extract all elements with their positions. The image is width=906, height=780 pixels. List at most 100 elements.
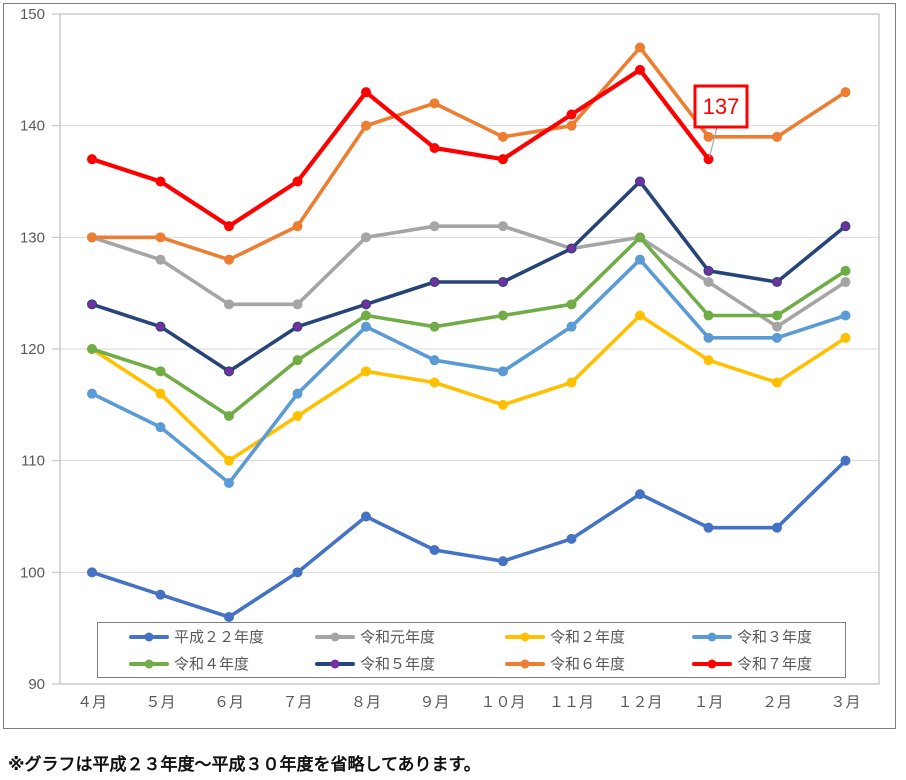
series-line xyxy=(90,45,848,262)
data-point-marker xyxy=(361,310,371,321)
x-tick-label: ４月 xyxy=(77,694,107,711)
data-point-marker xyxy=(224,478,234,488)
legend-marker-icon xyxy=(315,632,355,641)
data-point-marker xyxy=(224,455,234,466)
data-point-marker xyxy=(292,388,303,399)
data-point-marker xyxy=(840,265,851,276)
data-point-marker xyxy=(635,176,645,187)
data-point-marker xyxy=(155,232,166,243)
data-point-marker xyxy=(361,321,371,332)
data-point-marker xyxy=(566,120,577,131)
data-point-marker xyxy=(703,154,714,165)
legend-dot-icon xyxy=(330,632,340,641)
data-point-marker xyxy=(155,321,166,332)
legend-item: 令和２年度 xyxy=(505,626,692,647)
series-line xyxy=(90,224,848,329)
data-point-marker xyxy=(840,221,851,232)
data-point-marker xyxy=(498,277,508,287)
data-point-marker xyxy=(87,232,97,243)
plot-area-border xyxy=(59,13,880,685)
y-tick-label: 90 xyxy=(28,676,45,693)
legend-dot-icon xyxy=(144,632,154,641)
data-point-marker xyxy=(224,299,234,310)
data-point-marker xyxy=(498,310,508,321)
data-point-marker xyxy=(772,321,782,332)
legend-dot-icon xyxy=(707,659,717,668)
x-tick-label: １１月 xyxy=(549,694,594,711)
data-point-marker xyxy=(292,221,303,232)
data-point-marker xyxy=(429,377,440,388)
series-line xyxy=(90,458,848,619)
data-point-marker xyxy=(566,377,577,388)
data-point-marker xyxy=(361,120,371,131)
legend-label: 令和７年度 xyxy=(737,656,813,673)
data-point-marker xyxy=(361,299,371,310)
data-point-marker xyxy=(292,411,303,421)
data-point-marker xyxy=(703,310,714,321)
data-point-marker xyxy=(498,131,508,142)
legend-item: 令和元年度 xyxy=(315,626,505,647)
data-point-marker xyxy=(840,310,851,321)
data-point-marker xyxy=(361,366,371,377)
data-point-marker xyxy=(635,489,645,500)
legend-marker-icon xyxy=(692,659,732,668)
data-point-marker xyxy=(155,366,166,377)
series-line xyxy=(90,313,848,463)
x-tick-label: １２月 xyxy=(617,694,662,711)
data-point-marker xyxy=(703,277,714,287)
legend-item: 令和６年度 xyxy=(505,653,692,674)
legend-marker-icon xyxy=(505,659,545,668)
legend-dot-icon xyxy=(520,632,530,641)
data-point-marker xyxy=(429,321,440,332)
data-point-marker xyxy=(361,511,371,522)
x-tick-label: ９月 xyxy=(419,694,449,711)
data-point-marker xyxy=(840,455,851,466)
data-point-marker xyxy=(840,332,851,343)
data-point-marker xyxy=(498,556,508,567)
x-tick-label: １０月 xyxy=(480,694,525,711)
series-line xyxy=(89,67,711,229)
legend-marker-icon xyxy=(692,632,732,641)
data-point-marker xyxy=(703,131,714,142)
legend-label: 令和元年度 xyxy=(360,629,436,646)
data-point-marker xyxy=(87,344,97,354)
data-point-marker xyxy=(224,221,234,232)
legend-dot-icon xyxy=(330,659,340,668)
chart-legend: 平成２２年度 令和元年度 令和２年度 令和３年度 令和４年度 令和５年度 令和６年度 令和７年… xyxy=(97,622,846,678)
legend-marker-icon xyxy=(129,632,169,641)
data-point-marker xyxy=(772,277,782,287)
data-point-marker xyxy=(703,265,714,276)
y-tick-label: 150 xyxy=(20,6,45,23)
data-point-marker xyxy=(429,545,440,555)
data-point-marker xyxy=(566,533,577,544)
data-point-marker xyxy=(292,355,303,366)
legend-label: 令和２年度 xyxy=(550,629,626,646)
data-point-marker xyxy=(772,310,782,321)
legend-dot-icon xyxy=(707,632,717,641)
data-point-marker xyxy=(566,299,577,310)
series-line xyxy=(90,179,848,374)
data-point-marker xyxy=(155,388,166,399)
data-point-marker xyxy=(498,366,508,377)
data-point-marker xyxy=(498,221,508,232)
series-line xyxy=(90,235,848,418)
annotation-value: 137 xyxy=(703,94,740,119)
legend-dot-icon xyxy=(144,659,154,668)
data-point-marker xyxy=(429,277,440,287)
data-point-marker xyxy=(87,154,97,165)
chart-note: ※グラフは平成２３年度～平成３０年度を省略してあります。 xyxy=(8,755,481,774)
x-tick-label: ８月 xyxy=(351,694,381,711)
data-point-marker xyxy=(703,522,714,533)
legend-dot-icon xyxy=(520,659,530,668)
data-point-marker xyxy=(635,254,645,265)
y-tick-label: 120 xyxy=(20,341,45,358)
legend-label: 令和４年度 xyxy=(174,656,250,673)
data-point-marker xyxy=(429,98,440,109)
data-point-marker xyxy=(224,366,234,377)
legend-label: 令和６年度 xyxy=(550,656,626,673)
data-point-marker xyxy=(292,299,303,310)
x-tick-label: ５月 xyxy=(145,694,175,711)
data-point-marker xyxy=(703,332,714,343)
series-line xyxy=(90,257,848,485)
